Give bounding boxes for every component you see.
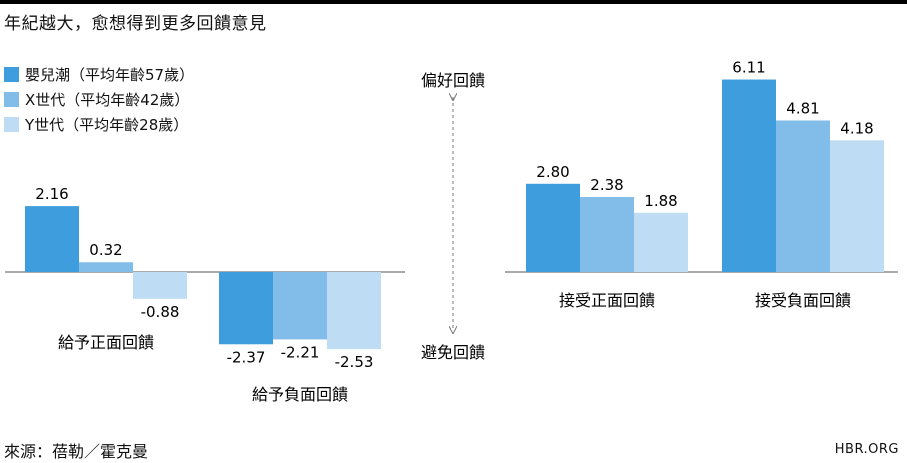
data-label-geny-1-0: 1.88 <box>644 192 677 210</box>
bar-genx-0-0 <box>79 262 133 272</box>
right-panel: 2.80 2.38 1.88 接受正面回饋 6.11 4.81 4.18 接受負面回饋 <box>505 59 898 310</box>
data-label-boomer-1-0: 2.80 <box>536 163 569 181</box>
brand-logo: HBR.ORG <box>834 442 899 457</box>
chart-title: 年紀越大，愈想得到更多回饋意見 <box>4 14 267 34</box>
axis-label-prefer: 偏好回饋 <box>421 71 485 90</box>
source-note: 來源：蓓勒／霍克曼 <box>4 442 149 461</box>
data-label-genx-1-0: 2.38 <box>590 176 623 194</box>
legend-item-boomer: 嬰兒潮（平均年齡57歲） <box>4 62 194 87</box>
bar-genx-1-0 <box>580 197 634 272</box>
bar-boomer-0-1 <box>219 272 273 345</box>
data-label-geny-1-1: 4.18 <box>840 119 873 137</box>
bar-geny-0-0 <box>133 272 187 299</box>
data-label-genx-1-1: 4.81 <box>786 99 819 117</box>
top-rule <box>0 0 907 4</box>
data-label-boomer-1-1: 6.11 <box>732 59 765 77</box>
bar-boomer-1-0 <box>526 183 580 272</box>
left-panel: 2.16 0.32 -0.88 給予正面回饋 -2.37 -2.21 -2.53 給予負面回饋 <box>5 185 405 404</box>
category-label-0-1: 給予負面回饋 <box>252 385 348 404</box>
legend-item-genx: X世代（平均年齡42歲） <box>4 87 194 112</box>
legend-label-geny: Y世代（平均年齡28歲） <box>25 116 189 134</box>
bar-boomer-0-0 <box>25 206 79 272</box>
category-label-1-0: 接受正面回饋 <box>559 291 655 310</box>
legend-label-genx: X世代（平均年齡42歲） <box>25 91 190 109</box>
data-label-genx-0-0: 0.32 <box>89 241 122 259</box>
bar-geny-1-0 <box>634 212 688 272</box>
axis-label-avoid: 避免回饋 <box>421 343 485 362</box>
bar-boomer-1-1 <box>722 79 776 272</box>
data-label-geny-0-1: -2.53 <box>335 353 374 371</box>
data-label-boomer-0-0: 2.16 <box>35 185 68 203</box>
bar-geny-1-1 <box>830 140 884 272</box>
legend-swatch-genx <box>4 92 19 107</box>
bar-geny-0-1 <box>327 272 381 350</box>
legend-swatch-geny <box>4 117 19 132</box>
legend-swatch-boomer <box>4 67 19 82</box>
data-label-boomer-0-1: -2.37 <box>227 348 266 366</box>
bar-genx-0-1 <box>273 272 327 340</box>
data-label-geny-0-0: -0.88 <box>141 303 180 321</box>
bar-genx-1-1 <box>776 120 830 272</box>
legend-label-boomer: 嬰兒潮（平均年齡57歲） <box>25 66 195 84</box>
data-label-genx-0-1: -2.21 <box>281 343 320 361</box>
legend-item-geny: Y世代（平均年齡28歲） <box>4 112 194 137</box>
category-label-0-0: 給予正面回饋 <box>58 333 154 352</box>
category-label-1-1: 接受負面回饋 <box>755 291 851 310</box>
legend: 嬰兒潮（平均年齡57歲） X世代（平均年齡42歲） Y世代（平均年齡28歲） <box>4 62 194 137</box>
